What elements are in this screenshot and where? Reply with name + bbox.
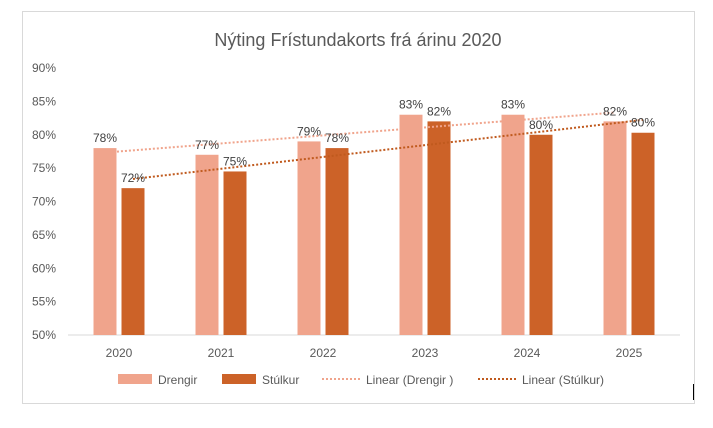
legend-label: Stúlkur [262, 373, 299, 387]
y-tick-label: 65% [32, 228, 56, 242]
bar-stúlkur-2022 [325, 148, 349, 335]
data-label: 80% [631, 116, 655, 130]
legend-swatch [118, 374, 152, 384]
data-label: 72% [121, 171, 145, 185]
chart-title: Nýting Frístundakorts frá árinu 2020 [214, 30, 501, 50]
y-tick-label: 50% [32, 328, 56, 342]
bar-drengir-2023 [399, 114, 423, 335]
bar-stúlkur-2020 [121, 188, 145, 335]
bar-drengir-2025 [603, 121, 627, 336]
x-tick-label: 2023 [412, 346, 439, 360]
x-tick-label: 2021 [208, 346, 235, 360]
legend-swatch [222, 374, 256, 384]
bar-drengir-2022 [297, 141, 321, 335]
y-tick-label: 85% [32, 94, 56, 108]
data-label: 77% [195, 138, 219, 152]
bar-stúlkur-2025 [631, 132, 655, 335]
data-label: 83% [501, 98, 525, 112]
y-tick-label: 55% [32, 295, 56, 309]
data-label: 78% [93, 131, 117, 145]
data-label: 82% [427, 104, 451, 118]
text-cursor [693, 384, 694, 400]
data-label: 78% [325, 131, 349, 145]
data-label: 82% [603, 104, 627, 118]
legend-label: Drengir [158, 373, 197, 387]
bar-drengir-2020 [93, 148, 117, 335]
bar-stúlkur-2021 [223, 171, 247, 335]
y-tick-label: 75% [32, 161, 56, 175]
trendline-drengir [104, 111, 616, 154]
trendline-stúlkur [132, 118, 644, 180]
y-tick-label: 90% [32, 61, 56, 75]
bar-stúlkur-2023 [427, 121, 451, 336]
legend-label: Linear (Stúlkur) [522, 373, 604, 387]
legend-label: Linear (Drengir ) [366, 373, 453, 387]
y-tick-label: 80% [32, 128, 56, 142]
data-label: 80% [529, 118, 553, 132]
data-label: 79% [297, 124, 321, 138]
data-label: 75% [223, 154, 247, 168]
bar-drengir-2021 [195, 154, 219, 335]
bar-stúlkur-2024 [529, 134, 553, 335]
y-tick-label: 70% [32, 195, 56, 209]
data-label: 83% [399, 98, 423, 112]
x-tick-label: 2020 [106, 346, 133, 360]
y-tick-label: 60% [32, 261, 56, 275]
x-tick-label: 2024 [514, 346, 541, 360]
bar-drengir-2024 [501, 114, 525, 335]
x-tick-label: 2022 [310, 346, 337, 360]
x-tick-label: 2025 [616, 346, 643, 360]
